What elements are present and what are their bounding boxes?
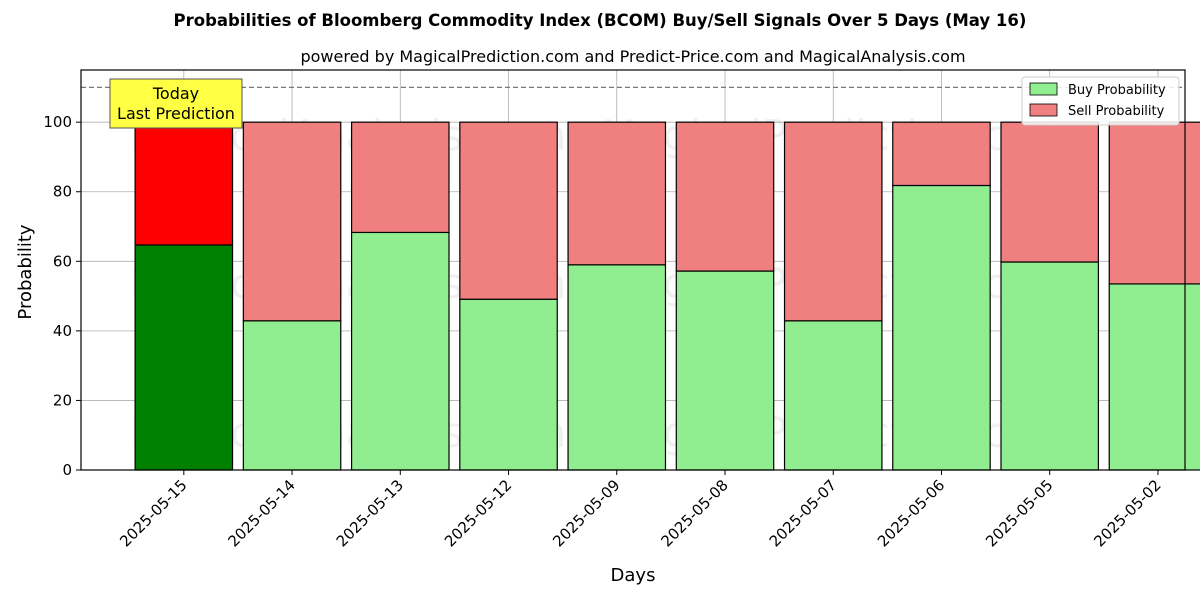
buy-bar <box>134 244 234 471</box>
sell-bar <box>675 121 775 272</box>
annotation-box <box>109 78 243 129</box>
bars <box>134 121 1200 471</box>
x-tick-label: 2025-05-07 <box>766 476 840 550</box>
sell-bar <box>783 121 883 322</box>
chart-subtitle: powered by MagicalPrediction.com and Pre… <box>300 47 965 66</box>
buy-bar <box>242 320 342 471</box>
y-axis-label: Probability <box>15 224 36 319</box>
sell-bar <box>1108 121 1200 285</box>
y-tick-label: 100 <box>43 113 72 131</box>
sell-bar <box>134 121 234 246</box>
buy-bar <box>350 231 450 471</box>
y-tick-label: 20 <box>53 391 72 409</box>
buy-bar <box>892 184 991 471</box>
sell-bar <box>1000 121 1100 263</box>
x-tick-label: 2025-05-13 <box>333 476 407 550</box>
x-tick-label: 2025-05-02 <box>1090 476 1164 550</box>
buy-bar <box>459 298 558 471</box>
y-tick-labels: 0 20 40 60 80 100 <box>43 113 81 479</box>
sell-bar <box>242 121 342 322</box>
x-axis-label: Days <box>611 565 656 586</box>
x-tick-label: 2025-05-15 <box>116 476 190 550</box>
x-tick-label: 2025-05-14 <box>225 476 299 550</box>
sell-bar <box>350 121 450 234</box>
y-tick-label: 40 <box>53 322 72 340</box>
y-tick-label: 80 <box>53 183 72 201</box>
legend-label: Buy Probability <box>1068 83 1166 98</box>
buy-bar <box>1000 261 1100 471</box>
buy-bar <box>567 264 667 471</box>
buy-bar <box>675 270 775 471</box>
sell-bar <box>567 121 667 266</box>
annotation-text: Today <box>152 84 199 103</box>
axes <box>80 69 1186 471</box>
legend-swatch <box>1029 82 1058 96</box>
sell-bar <box>459 121 558 300</box>
y-tick-label: 0 <box>62 461 72 479</box>
x-tick-labels: 2025-05-15 2025-05-14 2025-05-13 2025-05-12… <box>116 470 1165 550</box>
plot-frame <box>80 69 1186 471</box>
annotation-text: Last Prediction <box>117 104 235 123</box>
legend-frame <box>1021 76 1180 126</box>
x-tick-label: 2025-05-05 <box>982 476 1056 550</box>
x-tick-label: 2025-05-08 <box>657 476 731 550</box>
sell-bar <box>892 121 991 187</box>
legend-swatch <box>1029 103 1058 117</box>
buy-bar <box>1108 283 1200 471</box>
buy-bar <box>783 320 883 471</box>
chart-title: Probabilities of Bloomberg Commodity Ind… <box>174 11 1027 30</box>
legend-label: Sell Probability <box>1068 104 1165 119</box>
legend: Buy Probability Sell Probability <box>1021 76 1180 126</box>
x-tick-label: 2025-05-06 <box>874 476 948 550</box>
x-tick-label: 2025-05-09 <box>549 476 623 550</box>
y-tick-label: 60 <box>53 252 72 270</box>
x-tick-label: 2025-05-12 <box>441 476 515 550</box>
